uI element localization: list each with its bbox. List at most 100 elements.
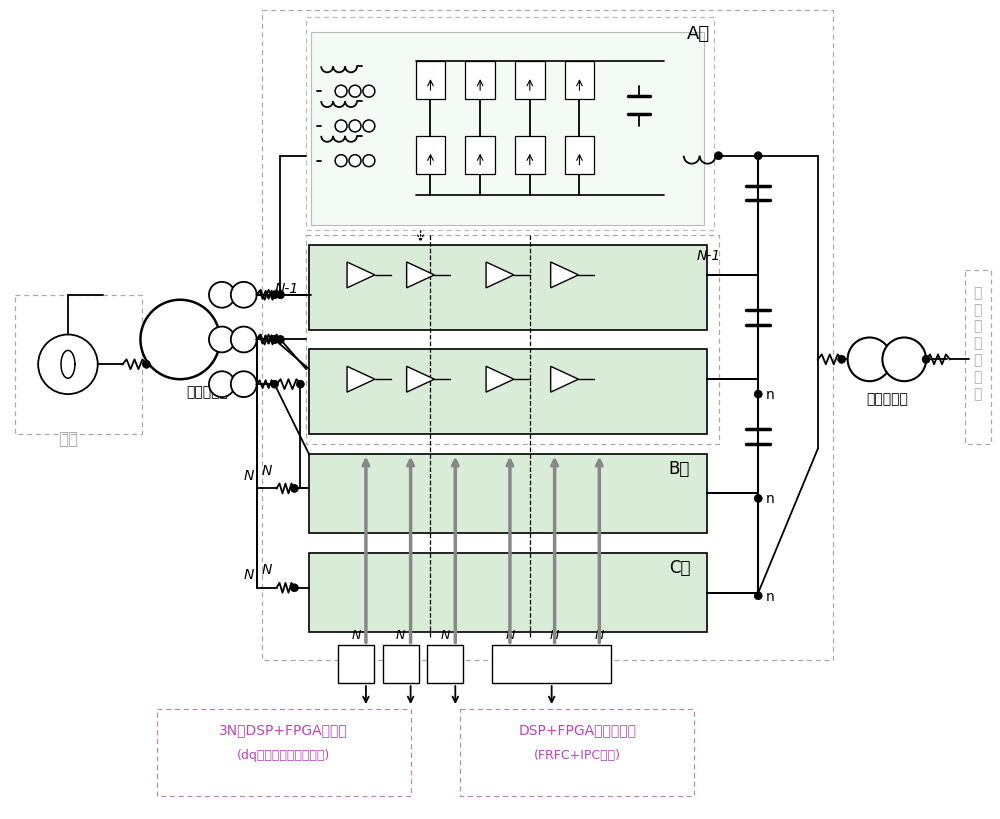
Text: N: N bbox=[262, 463, 272, 477]
Circle shape bbox=[349, 121, 361, 133]
Bar bbox=[383, 645, 419, 683]
Circle shape bbox=[231, 283, 257, 308]
Text: n: n bbox=[766, 491, 775, 506]
Bar bbox=[565, 62, 594, 100]
Text: N: N bbox=[595, 629, 604, 641]
Circle shape bbox=[363, 86, 375, 98]
Circle shape bbox=[271, 381, 279, 389]
Circle shape bbox=[271, 292, 279, 300]
Bar bbox=[262, 11, 833, 660]
Text: N-1: N-1 bbox=[697, 249, 721, 263]
Text: 发: 发 bbox=[974, 336, 982, 350]
Text: 电: 电 bbox=[974, 353, 982, 367]
Circle shape bbox=[363, 121, 375, 133]
Text: N: N bbox=[243, 468, 254, 482]
Circle shape bbox=[349, 156, 361, 167]
Text: 输入变压器: 输入变压器 bbox=[186, 385, 228, 399]
Circle shape bbox=[277, 336, 284, 344]
Bar bbox=[427, 645, 463, 683]
Bar bbox=[15, 296, 142, 434]
Circle shape bbox=[38, 335, 98, 395]
Bar bbox=[306, 18, 714, 231]
Text: 系: 系 bbox=[974, 370, 982, 384]
Circle shape bbox=[335, 156, 347, 167]
Circle shape bbox=[335, 86, 347, 98]
Circle shape bbox=[922, 356, 930, 364]
Bar bbox=[309, 246, 707, 330]
Text: 布: 布 bbox=[974, 302, 982, 316]
Circle shape bbox=[290, 485, 298, 493]
Circle shape bbox=[209, 327, 235, 353]
Circle shape bbox=[848, 338, 891, 382]
Polygon shape bbox=[347, 263, 375, 288]
Text: 输出变压器: 输出变压器 bbox=[866, 391, 908, 405]
Bar bbox=[492, 645, 611, 683]
Circle shape bbox=[231, 372, 257, 397]
Circle shape bbox=[290, 584, 298, 592]
Text: N: N bbox=[262, 562, 272, 576]
Polygon shape bbox=[407, 263, 434, 288]
Text: n: n bbox=[766, 387, 775, 401]
Bar bbox=[306, 236, 719, 444]
Circle shape bbox=[715, 152, 722, 161]
Text: N: N bbox=[441, 629, 450, 641]
Text: N: N bbox=[550, 629, 559, 641]
Text: n: n bbox=[766, 589, 775, 603]
Circle shape bbox=[296, 381, 304, 389]
Circle shape bbox=[140, 301, 220, 380]
Polygon shape bbox=[486, 367, 514, 392]
Bar bbox=[309, 455, 707, 533]
Bar bbox=[460, 709, 694, 796]
Circle shape bbox=[838, 356, 846, 364]
Text: N: N bbox=[351, 629, 361, 641]
Text: 统: 统 bbox=[974, 387, 982, 400]
Circle shape bbox=[231, 327, 257, 353]
Text: (FRFC+IPC控制): (FRFC+IPC控制) bbox=[534, 748, 621, 761]
Bar bbox=[515, 62, 545, 100]
Text: N: N bbox=[505, 629, 515, 641]
Text: A相: A相 bbox=[687, 25, 710, 43]
Bar bbox=[338, 645, 374, 683]
Text: N-1: N-1 bbox=[275, 282, 299, 296]
Bar bbox=[309, 554, 707, 633]
Bar bbox=[157, 709, 411, 796]
Bar bbox=[416, 62, 445, 100]
Circle shape bbox=[349, 86, 361, 98]
Text: N: N bbox=[243, 568, 254, 581]
Circle shape bbox=[209, 283, 235, 308]
Polygon shape bbox=[551, 263, 578, 288]
Bar bbox=[565, 137, 594, 174]
Polygon shape bbox=[551, 367, 578, 392]
Text: 式: 式 bbox=[974, 319, 982, 333]
Circle shape bbox=[754, 592, 762, 600]
Circle shape bbox=[142, 361, 150, 369]
Text: B相: B相 bbox=[669, 459, 690, 477]
Circle shape bbox=[271, 336, 279, 344]
Circle shape bbox=[335, 121, 347, 133]
Text: 分: 分 bbox=[974, 286, 982, 300]
Polygon shape bbox=[347, 367, 375, 392]
Circle shape bbox=[209, 372, 235, 397]
Circle shape bbox=[754, 495, 762, 503]
Polygon shape bbox=[407, 367, 434, 392]
Text: 电网: 电网 bbox=[58, 429, 78, 447]
Text: (dq同步参考坐标系控制): (dq同步参考坐标系控制) bbox=[237, 748, 330, 761]
Circle shape bbox=[271, 336, 279, 344]
Bar bbox=[311, 33, 704, 226]
Text: 3N个DSP+FPGA控制器: 3N个DSP+FPGA控制器 bbox=[219, 722, 348, 736]
Circle shape bbox=[882, 338, 926, 382]
Bar bbox=[416, 137, 445, 174]
Bar bbox=[309, 350, 707, 434]
Circle shape bbox=[277, 292, 284, 300]
Circle shape bbox=[363, 156, 375, 167]
Bar bbox=[515, 137, 545, 174]
Text: C相: C相 bbox=[669, 559, 690, 577]
Polygon shape bbox=[486, 263, 514, 288]
Bar bbox=[965, 270, 991, 444]
Circle shape bbox=[754, 391, 762, 399]
Circle shape bbox=[754, 152, 762, 161]
Text: N: N bbox=[396, 629, 405, 641]
Bar bbox=[465, 137, 495, 174]
Bar bbox=[465, 62, 495, 100]
Text: DSP+FPGA中央控制器: DSP+FPGA中央控制器 bbox=[518, 722, 636, 736]
